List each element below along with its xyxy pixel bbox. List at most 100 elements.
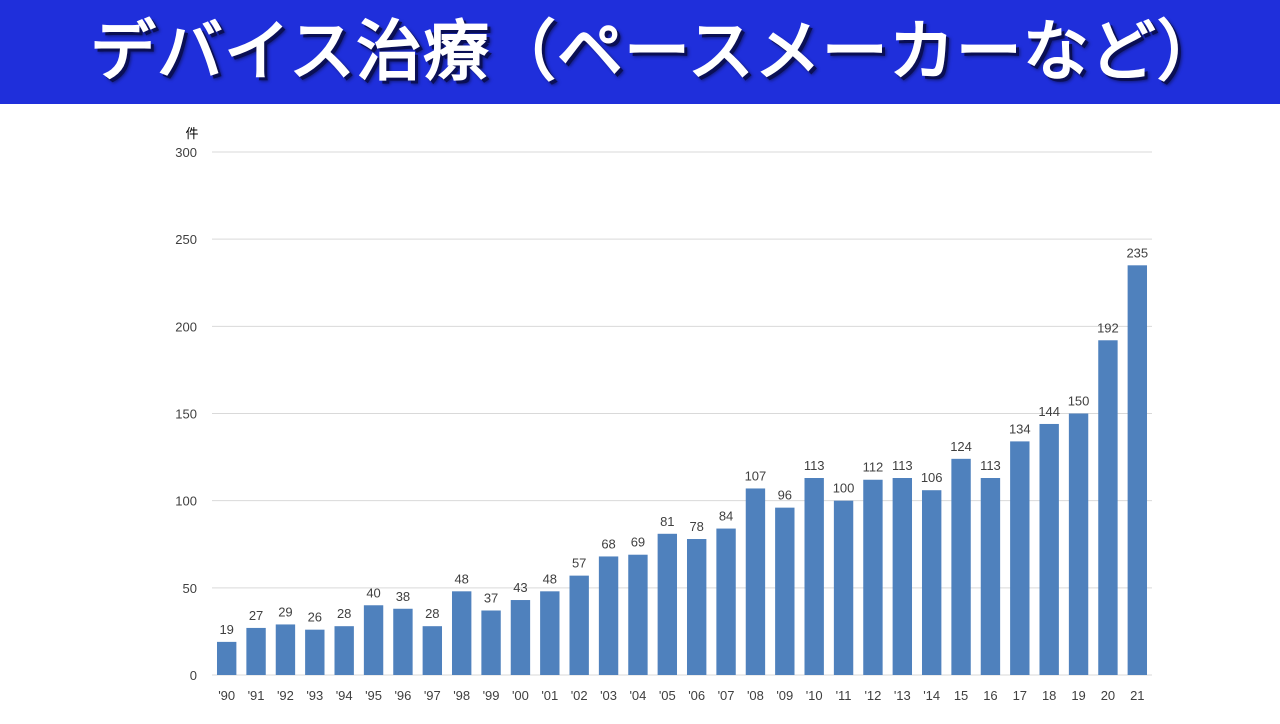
data-label: 124 xyxy=(950,439,972,454)
bar xyxy=(1068,413,1089,675)
data-label: 38 xyxy=(396,589,410,604)
x-tick-label: '12 xyxy=(864,688,881,703)
bar-chart: 件 0 50 100 150 200 250 300 19 '90 27 '91 29 '92 26 '9… xyxy=(175,126,1152,703)
data-label: 69 xyxy=(631,535,645,550)
bar xyxy=(246,627,266,675)
y-tick-label: 200 xyxy=(175,319,197,334)
data-label: 37 xyxy=(484,590,498,605)
x-tick-label: 17 xyxy=(1013,688,1027,703)
data-label: 57 xyxy=(572,556,586,571)
data-label: 235 xyxy=(1126,245,1148,260)
x-tick-label: 15 xyxy=(954,688,968,703)
x-tick-label: '11 xyxy=(836,688,852,703)
data-label: 28 xyxy=(337,606,351,621)
y-tick-label: 300 xyxy=(175,145,197,160)
x-tick-label: '14 xyxy=(923,688,940,703)
data-label: 96 xyxy=(778,488,792,503)
bar xyxy=(686,539,707,675)
y-tick-label: 100 xyxy=(175,494,197,509)
x-tick-label: '93 xyxy=(306,688,323,703)
x-tick-label: 18 xyxy=(1042,688,1056,703)
x-tick-label: '01 xyxy=(541,688,558,703)
data-label: 40 xyxy=(366,585,380,600)
bar xyxy=(305,629,325,675)
x-tick-label: '90 xyxy=(218,688,235,703)
x-tick-label: '94 xyxy=(336,688,353,703)
x-tick-label: 21 xyxy=(1130,688,1144,703)
x-tick-label: 19 xyxy=(1071,688,1085,703)
bar xyxy=(510,600,531,675)
bar xyxy=(833,500,854,675)
bar xyxy=(921,490,942,675)
x-tick-label: '09 xyxy=(776,688,793,703)
x-tick-label: '10 xyxy=(806,688,823,703)
x-tick-label: '03 xyxy=(600,688,617,703)
x-tick-label: '96 xyxy=(394,688,411,703)
bar xyxy=(422,626,443,675)
bar xyxy=(393,608,413,675)
x-tick-label: '04 xyxy=(629,688,646,703)
x-tick-label: '99 xyxy=(483,688,500,703)
page-title: デバイス治療（ペースメーカーなど） xyxy=(90,13,1224,90)
bar xyxy=(481,610,501,675)
x-tick-label: '08 xyxy=(747,688,764,703)
bar xyxy=(598,556,619,675)
bar xyxy=(628,554,648,675)
bar xyxy=(892,478,913,675)
bar xyxy=(1098,340,1118,675)
data-label: 48 xyxy=(454,571,468,586)
x-tick-label: '06 xyxy=(688,688,705,703)
bar xyxy=(716,528,736,675)
bar xyxy=(775,507,795,675)
data-label: 192 xyxy=(1097,320,1119,335)
y-axis-unit-label: 件 xyxy=(185,126,198,141)
data-label: 107 xyxy=(745,468,767,483)
x-tick-label: '92 xyxy=(277,688,294,703)
chart-container: 件 0 50 100 150 200 250 300 19 '90 27 '91 29 '92 26 '9… xyxy=(0,104,1280,720)
x-tick-label: '07 xyxy=(718,688,735,703)
y-tick-label: 250 xyxy=(175,232,197,247)
data-label: 134 xyxy=(1009,421,1031,436)
data-label: 113 xyxy=(892,458,913,473)
bar xyxy=(540,591,560,675)
data-label: 112 xyxy=(863,460,884,475)
data-label: 150 xyxy=(1068,394,1090,409)
x-tick-label: '02 xyxy=(571,688,588,703)
bar xyxy=(363,605,384,675)
bar xyxy=(569,575,589,675)
bar xyxy=(745,488,766,675)
x-tick-label: '97 xyxy=(424,688,441,703)
x-tick-label: 20 xyxy=(1101,688,1115,703)
bar xyxy=(1039,423,1059,675)
y-tick-label: 50 xyxy=(183,581,197,596)
data-label: 106 xyxy=(921,470,943,485)
x-tick-label: '00 xyxy=(512,688,529,703)
bar xyxy=(216,641,237,675)
x-tick-label: 16 xyxy=(983,688,997,703)
x-tick-label: '05 xyxy=(659,688,676,703)
bar xyxy=(863,479,883,675)
x-tick-label: '98 xyxy=(453,688,470,703)
x-tick-label: '91 xyxy=(248,688,265,703)
bar xyxy=(1010,441,1030,675)
data-label: 144 xyxy=(1038,404,1060,419)
bar xyxy=(1127,265,1148,675)
bar xyxy=(275,624,296,675)
data-label: 29 xyxy=(278,604,292,619)
y-tick-label: 150 xyxy=(175,407,197,422)
bar xyxy=(451,591,472,675)
bar xyxy=(657,533,678,675)
data-label: 81 xyxy=(660,514,674,529)
data-label: 78 xyxy=(689,519,703,534)
data-label: 113 xyxy=(980,458,1001,473)
data-label: 19 xyxy=(219,622,233,637)
data-label: 68 xyxy=(601,536,615,551)
bar xyxy=(334,626,354,675)
x-tick-label: '13 xyxy=(894,688,911,703)
data-label: 100 xyxy=(833,481,855,496)
bar xyxy=(980,478,1001,675)
data-label: 26 xyxy=(308,610,322,625)
bar xyxy=(951,458,971,675)
data-label: 28 xyxy=(425,606,439,621)
data-label: 27 xyxy=(249,608,263,623)
